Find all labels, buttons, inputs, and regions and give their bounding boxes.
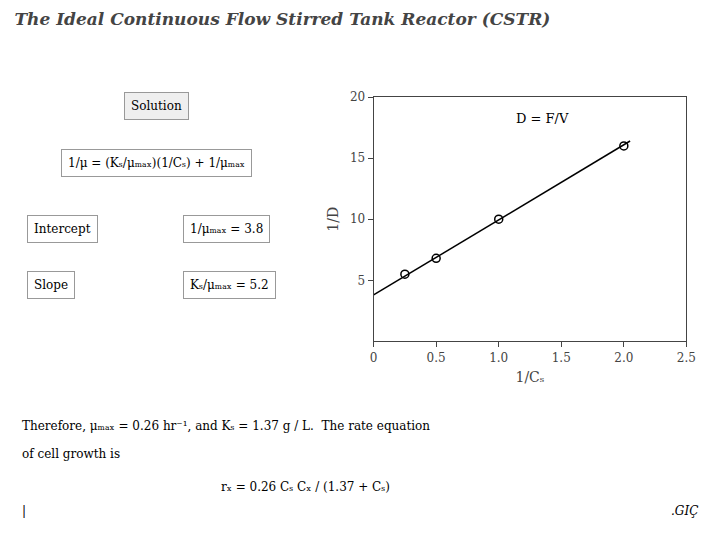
svg-text:|: | xyxy=(22,504,26,518)
svg-text:5: 5 xyxy=(358,274,366,288)
svg-text:rₓ = 0.26 Cₛ Cₓ / (1.37 + Cₛ): rₓ = 0.26 Cₛ Cₓ / (1.37 + Cₛ) xyxy=(221,480,390,494)
svg-text:0.5: 0.5 xyxy=(427,351,446,365)
svg-text:Intercept: Intercept xyxy=(34,222,91,236)
svg-text:20: 20 xyxy=(350,90,365,104)
svg-text:.GIÇ: .GIÇ xyxy=(671,504,698,518)
svg-text:0: 0 xyxy=(370,351,378,365)
svg-text:2.5: 2.5 xyxy=(677,351,696,365)
svg-text:1.5: 1.5 xyxy=(552,351,571,365)
svg-text:The Ideal Continuous Flow Stir: The Ideal Continuous Flow Stirred Tank R… xyxy=(14,9,550,29)
svg-text:Therefore, μₘₐₓ = 0.26 hr⁻¹, a: Therefore, μₘₐₓ = 0.26 hr⁻¹, and Kₛ = 1.… xyxy=(22,419,430,433)
svg-text:1/μ = (Kₛ/μₘₐₓ)(1/Cₛ) + 1/μₘₐₓ: 1/μ = (Kₛ/μₘₐₓ)(1/Cₛ) + 1/μₘₐₓ xyxy=(68,156,245,170)
svg-text:1/μₘₐₓ = 3.8: 1/μₘₐₓ = 3.8 xyxy=(190,222,263,236)
svg-text:D = F/V: D = F/V xyxy=(516,111,569,126)
svg-text:1.0: 1.0 xyxy=(489,351,508,365)
svg-text:Kₛ/μₘₐₓ = 5.2: Kₛ/μₘₐₓ = 5.2 xyxy=(190,278,269,292)
svg-text:1/D: 1/D xyxy=(325,207,341,232)
svg-text:15: 15 xyxy=(350,151,365,165)
svg-text:Slope: Slope xyxy=(34,278,68,292)
svg-text:1/Cₛ: 1/Cₛ xyxy=(515,369,544,385)
svg-text:Solution: Solution xyxy=(131,99,182,113)
svg-text:of cell growth is: of cell growth is xyxy=(22,447,120,461)
svg-text:2.0: 2.0 xyxy=(614,351,633,365)
svg-text:10: 10 xyxy=(350,212,365,226)
